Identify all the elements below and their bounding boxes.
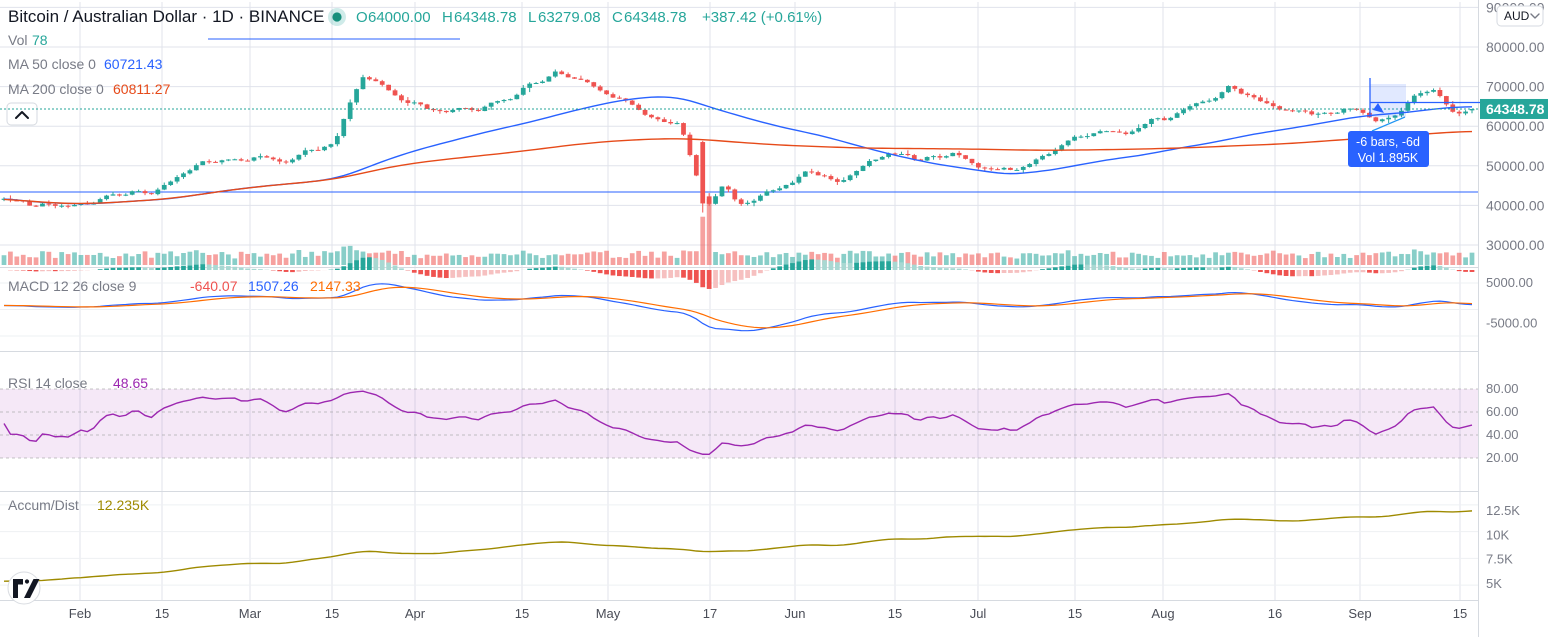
svg-text:64348.78: 64348.78 bbox=[1486, 101, 1545, 117]
svg-text:H: H bbox=[442, 9, 453, 26]
svg-text:64348.78: 64348.78 bbox=[454, 9, 517, 26]
svg-text:60721.43: 60721.43 bbox=[104, 56, 163, 72]
svg-text:60000.00: 60000.00 bbox=[1486, 118, 1545, 134]
svg-text:Bitcoin / Australian Dollar ·: Bitcoin / Australian Dollar · 1D · BINAN… bbox=[8, 7, 325, 26]
svg-text:-640.07: -640.07 bbox=[190, 278, 238, 294]
svg-text:64000.00: 64000.00 bbox=[368, 9, 431, 26]
svg-text:-6 bars, -6d: -6 bars, -6d bbox=[1356, 135, 1420, 149]
svg-text:Feb: Feb bbox=[69, 606, 91, 621]
svg-text:30000.00: 30000.00 bbox=[1486, 237, 1545, 253]
svg-text:15: 15 bbox=[1453, 606, 1467, 621]
svg-text:Sep: Sep bbox=[1348, 606, 1371, 621]
svg-text:80000.00: 80000.00 bbox=[1486, 39, 1545, 55]
svg-text:MA 50 close 0: MA 50 close 0 bbox=[8, 56, 96, 72]
svg-text:63279.08: 63279.08 bbox=[538, 9, 601, 26]
svg-text:64348.78: 64348.78 bbox=[624, 9, 687, 26]
svg-text:50000.00: 50000.00 bbox=[1486, 158, 1545, 174]
svg-text:12.5K: 12.5K bbox=[1486, 503, 1520, 518]
svg-text:15: 15 bbox=[325, 606, 339, 621]
svg-text:15: 15 bbox=[155, 606, 169, 621]
svg-text:RSI 14 close: RSI 14 close bbox=[8, 375, 88, 391]
svg-text:Jul: Jul bbox=[970, 606, 987, 621]
svg-text:48.65: 48.65 bbox=[113, 375, 148, 391]
svg-text:O: O bbox=[356, 9, 368, 26]
svg-text:60.00: 60.00 bbox=[1486, 404, 1519, 419]
svg-text:20.00: 20.00 bbox=[1486, 450, 1519, 465]
svg-text:15: 15 bbox=[515, 606, 529, 621]
svg-text:60811.27: 60811.27 bbox=[113, 81, 171, 97]
svg-text:40000.00: 40000.00 bbox=[1486, 197, 1545, 213]
svg-text:+387.42 (+0.61%): +387.42 (+0.61%) bbox=[702, 9, 822, 26]
svg-text:MA 200 close 0: MA 200 close 0 bbox=[8, 81, 104, 97]
svg-text:16: 16 bbox=[1268, 606, 1282, 621]
svg-text:15: 15 bbox=[888, 606, 902, 621]
svg-text:Aug: Aug bbox=[1151, 606, 1174, 621]
svg-text:Jun: Jun bbox=[785, 606, 806, 621]
svg-text:80.00: 80.00 bbox=[1486, 381, 1519, 396]
svg-text:May: May bbox=[596, 606, 621, 621]
svg-text:2147.33: 2147.33 bbox=[310, 278, 361, 294]
svg-text:MACD 12 26 close 9: MACD 12 26 close 9 bbox=[8, 278, 137, 294]
svg-text:Vol: Vol bbox=[8, 32, 27, 48]
svg-text:10K: 10K bbox=[1486, 527, 1509, 542]
svg-text:40.00: 40.00 bbox=[1486, 427, 1519, 442]
svg-text:5000.00: 5000.00 bbox=[1486, 275, 1533, 290]
svg-text:15: 15 bbox=[1068, 606, 1082, 621]
svg-text:5K: 5K bbox=[1486, 576, 1502, 591]
svg-text:70000.00: 70000.00 bbox=[1486, 79, 1545, 95]
svg-text:AUD: AUD bbox=[1504, 9, 1530, 23]
svg-text:Vol 1.895K: Vol 1.895K bbox=[1358, 151, 1419, 165]
svg-text:Apr: Apr bbox=[405, 606, 426, 621]
svg-text:7.5K: 7.5K bbox=[1486, 552, 1513, 567]
svg-text:12.235K: 12.235K bbox=[97, 497, 150, 513]
svg-text:L: L bbox=[528, 9, 536, 26]
svg-text:Mar: Mar bbox=[239, 606, 262, 621]
svg-text:1507.26: 1507.26 bbox=[248, 278, 299, 294]
svg-text:78: 78 bbox=[32, 32, 48, 48]
svg-text:17: 17 bbox=[703, 606, 717, 621]
svg-text:Accum/Dist: Accum/Dist bbox=[8, 497, 79, 513]
svg-text:-5000.00: -5000.00 bbox=[1486, 316, 1537, 331]
svg-text:C: C bbox=[612, 9, 623, 26]
